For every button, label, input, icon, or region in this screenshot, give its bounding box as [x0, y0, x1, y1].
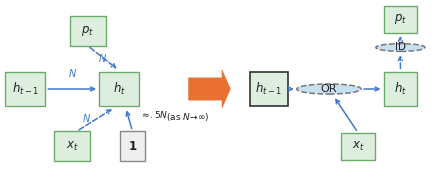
Text: $x_t$: $x_t$ [352, 140, 364, 153]
FancyBboxPatch shape [120, 131, 145, 161]
Text: $N$: $N$ [68, 67, 77, 79]
Text: $h_{t-1}$: $h_{t-1}$ [12, 81, 39, 97]
Text: OR: OR [321, 84, 337, 94]
Text: $N$: $N$ [98, 52, 107, 64]
Text: $h_t$: $h_t$ [112, 81, 125, 97]
FancyBboxPatch shape [54, 131, 90, 161]
Text: $x_t$: $x_t$ [66, 140, 78, 153]
FancyBboxPatch shape [250, 72, 288, 106]
Text: $h_{t-1}$: $h_{t-1}$ [255, 81, 282, 97]
Text: $\mathbf{1}$: $\mathbf{1}$ [128, 140, 137, 153]
Text: $N$: $N$ [82, 112, 91, 124]
FancyBboxPatch shape [5, 72, 45, 106]
Text: ID: ID [395, 43, 406, 53]
Polygon shape [188, 69, 231, 109]
Ellipse shape [376, 44, 425, 51]
FancyBboxPatch shape [383, 6, 417, 33]
Text: $h_t$: $h_t$ [394, 81, 407, 97]
FancyBboxPatch shape [383, 72, 417, 106]
Text: $p_t$: $p_t$ [394, 12, 407, 26]
Text: $p_t$: $p_t$ [81, 24, 94, 38]
FancyBboxPatch shape [70, 16, 106, 46]
Ellipse shape [297, 84, 361, 94]
Text: $(\mathrm{as}\ N\!\to\!\infty)$: $(\mathrm{as}\ N\!\to\!\infty)$ [166, 111, 210, 123]
FancyBboxPatch shape [341, 133, 375, 160]
Text: $\approx\!.5N$: $\approx\!.5N$ [141, 109, 169, 120]
FancyBboxPatch shape [99, 72, 139, 106]
